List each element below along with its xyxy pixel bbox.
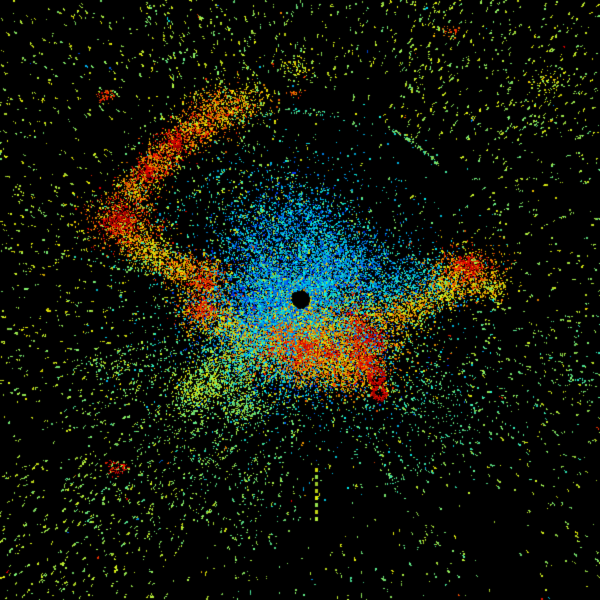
lidar-pointcloud-view [0,0,600,600]
pointcloud-canvas [0,0,600,600]
